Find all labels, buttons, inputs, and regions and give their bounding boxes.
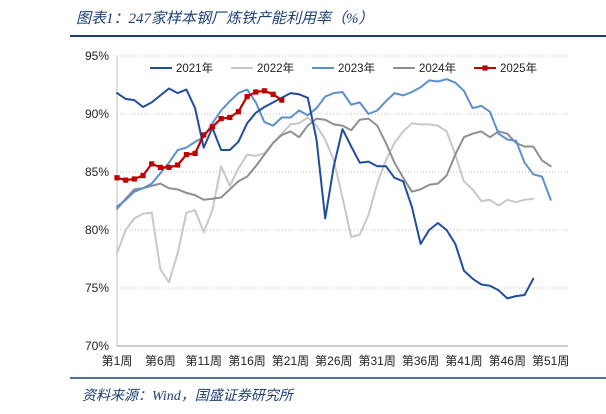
series-2023年 [116, 78, 552, 208]
x-tick-label: 第26周 [315, 354, 352, 368]
data-point [114, 175, 120, 181]
x-tick-label: 第1周 [102, 354, 133, 368]
legend-label: 2025年 [500, 61, 537, 75]
legend-item: 2023年 [312, 61, 375, 75]
data-point [209, 124, 215, 130]
y-tick-label: 75% [85, 281, 109, 295]
legend-label: 2023年 [338, 61, 375, 75]
data-point [261, 88, 267, 94]
data-point [149, 161, 155, 167]
legend-marker [482, 65, 488, 71]
x-tick-label: 第51周 [532, 354, 569, 368]
x-tick-label: 第6周 [145, 354, 176, 368]
data-point [175, 162, 181, 168]
series-line [116, 116, 535, 284]
series-2021年 [116, 87, 535, 300]
series-layer [114, 78, 552, 300]
x-tick-label: 第16周 [228, 354, 265, 368]
data-point [131, 176, 137, 182]
legend-label: 2021年 [176, 61, 213, 75]
data-point [270, 91, 276, 97]
chart-title: 图表1：247家样本钢厂炼铁产能利用率（%） [76, 11, 374, 27]
y-tick-label: 95% [85, 49, 109, 63]
series-2024年 [116, 117, 552, 211]
series-2022年 [116, 116, 535, 284]
legend-item: 2025年 [474, 61, 537, 75]
legend: 2021年 2022年 2023年 2024年 2025年 [150, 61, 537, 75]
y-tick-label: 80% [85, 223, 109, 237]
x-tick-label: 第46周 [489, 354, 526, 368]
series-2025年 [114, 88, 285, 183]
source-note: 资料来源：Wind，国盛证券研究所 [82, 389, 293, 404]
series-line [116, 78, 552, 208]
data-point [166, 164, 172, 170]
x-tick-label: 第31周 [359, 354, 396, 368]
data-point [201, 132, 207, 138]
data-point [244, 94, 250, 100]
data-point [218, 116, 224, 122]
legend-item: 2024年 [393, 61, 456, 75]
x-tick-label: 第21周 [272, 354, 309, 368]
axes: 70% 75% 80% 85% 90% 95% 第1周 第6周 第11周 第16周 第21周 第26周… [85, 49, 569, 368]
series-line [116, 117, 552, 211]
x-tick-label: 第11周 [185, 354, 221, 368]
y-tick-label: 70% [85, 339, 109, 353]
data-point [235, 109, 241, 115]
legend-label: 2024年 [419, 61, 456, 75]
series-line [116, 87, 535, 300]
y-tick-label: 90% [85, 107, 109, 121]
data-point [192, 150, 198, 156]
y-tick-label: 85% [85, 165, 109, 179]
x-tick-label: 第36周 [402, 354, 439, 368]
data-point [227, 114, 233, 121]
legend-label: 2022年 [257, 61, 294, 75]
x-tick-label: 第41周 [445, 354, 482, 368]
data-point [253, 89, 259, 95]
data-point [183, 152, 189, 158]
data-point [140, 172, 146, 179]
data-point [157, 164, 163, 170]
data-point [279, 97, 285, 103]
data-point [123, 177, 129, 183]
legend-item: 2022年 [231, 61, 294, 75]
legend-item: 2021年 [150, 61, 213, 75]
